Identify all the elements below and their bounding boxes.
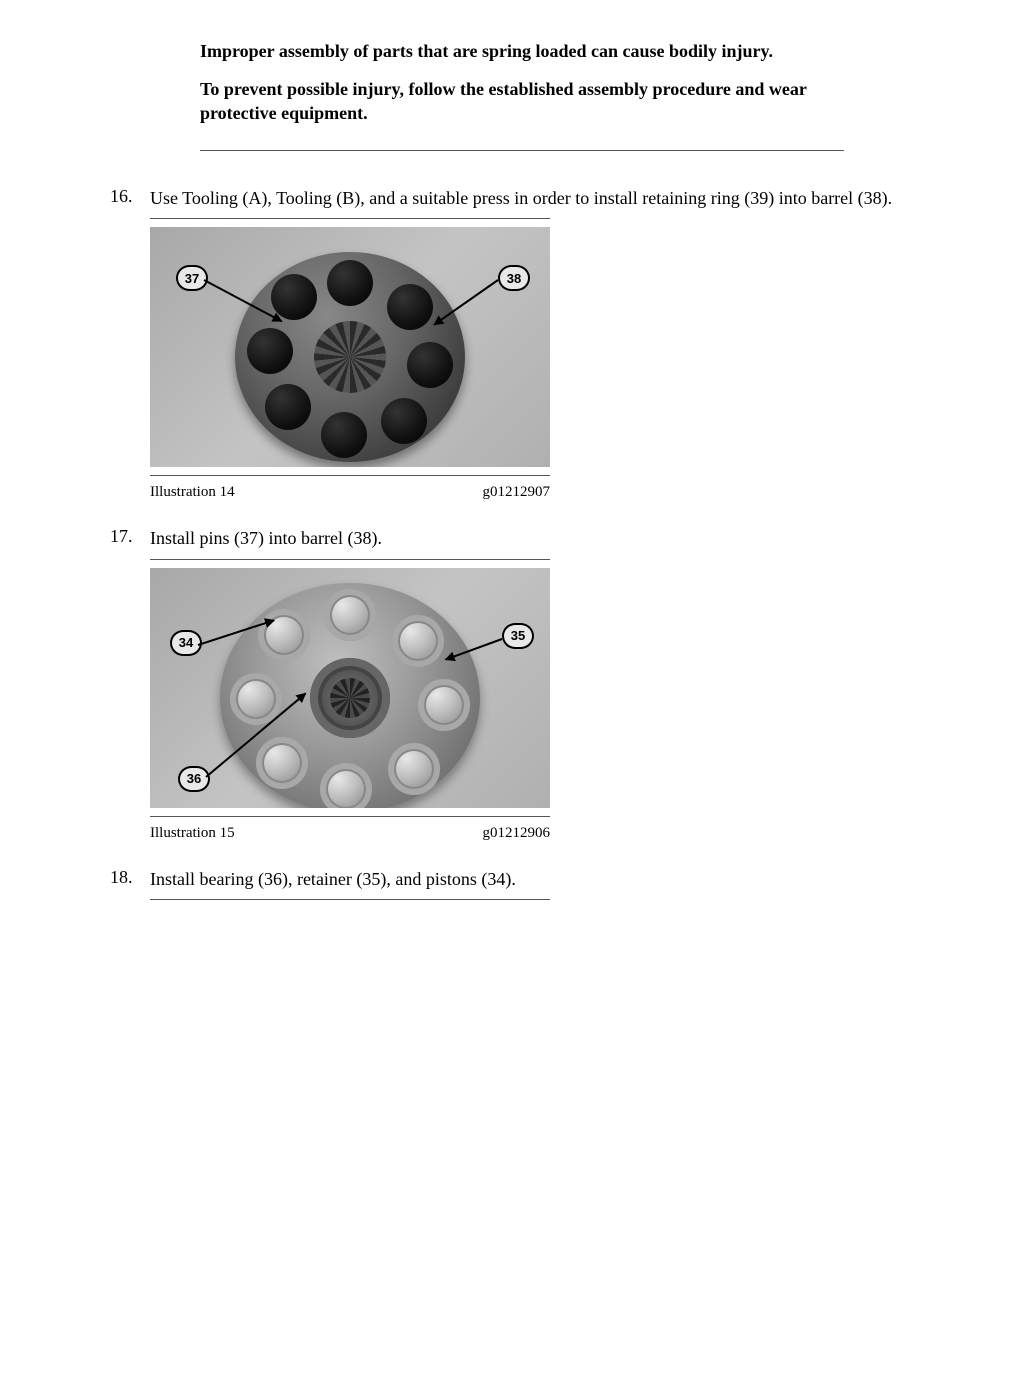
callout-label: 34 xyxy=(179,635,193,650)
step-16: 16. Use Tooling (A), Tooling (B), and a … xyxy=(110,186,944,501)
illustration-code: g01212906 xyxy=(483,825,551,842)
figure-divider-top xyxy=(150,899,550,900)
figure-divider-top xyxy=(150,559,550,560)
figure-divider-bottom xyxy=(150,816,550,817)
callout-38: 38 xyxy=(498,265,530,291)
step-text: Use Tooling (A), Tooling (B), and a suit… xyxy=(150,186,944,210)
section-divider xyxy=(200,150,844,151)
piston-hole xyxy=(381,398,427,444)
figure-divider-top xyxy=(150,218,550,219)
callout-label: 36 xyxy=(187,771,201,786)
callout-35: 35 xyxy=(502,623,534,649)
illustration-code: g01212907 xyxy=(483,484,551,501)
piston xyxy=(320,763,372,808)
figure-caption: Illustration 14 g01212907 xyxy=(150,484,550,501)
warning-block: Improper assembly of parts that are spri… xyxy=(200,40,844,125)
illustration-15: 34 35 36 xyxy=(150,568,550,808)
callout-label: 35 xyxy=(511,628,525,643)
step-number: 18. xyxy=(110,867,133,888)
piston xyxy=(388,743,440,795)
warning-line-2: To prevent possible injury, follow the e… xyxy=(200,78,844,125)
piston-hole xyxy=(247,328,293,374)
step-18: 18. Install bearing (36), retainer (35),… xyxy=(110,867,944,900)
barrel-retainer xyxy=(220,583,480,808)
illustration-label: Illustration 15 xyxy=(150,825,235,842)
step-number: 16. xyxy=(110,186,133,207)
barrel-part xyxy=(235,252,465,462)
step-17: 17. Install pins (37) into barrel (38). xyxy=(110,526,944,841)
callout-37: 37 xyxy=(176,265,208,291)
figure-divider-bottom xyxy=(150,475,550,476)
spline-bore xyxy=(320,327,380,387)
piston-hole xyxy=(327,260,373,306)
callout-label: 38 xyxy=(507,271,521,286)
center-bearing xyxy=(310,658,390,738)
illustration-label: Illustration 14 xyxy=(150,484,235,501)
callout-34: 34 xyxy=(170,630,202,656)
callout-36: 36 xyxy=(178,766,210,792)
piston-hole xyxy=(387,284,433,330)
figure-14-wrap: 37 38 Illustration 14 g01212907 xyxy=(150,218,944,501)
piston-hole xyxy=(321,412,367,458)
step-text: Install pins (37) into barrel (38). xyxy=(150,526,944,550)
figure-caption: Illustration 15 g01212906 xyxy=(150,825,550,842)
callout-label: 37 xyxy=(185,271,199,286)
figure-15-wrap: 34 35 36 Illustration 15 g01212906 xyxy=(150,559,944,842)
step-list: 16. Use Tooling (A), Tooling (B), and a … xyxy=(110,186,944,900)
piston xyxy=(418,679,470,731)
illustration-14: 37 38 xyxy=(150,227,550,467)
piston xyxy=(392,615,444,667)
piston xyxy=(256,737,308,789)
piston-hole xyxy=(265,384,311,430)
piston xyxy=(324,589,376,641)
step-text: Install bearing (36), retainer (35), and… xyxy=(150,867,944,891)
step-number: 17. xyxy=(110,526,133,547)
piston-hole xyxy=(407,342,453,388)
warning-line-1: Improper assembly of parts that are spri… xyxy=(200,40,844,63)
